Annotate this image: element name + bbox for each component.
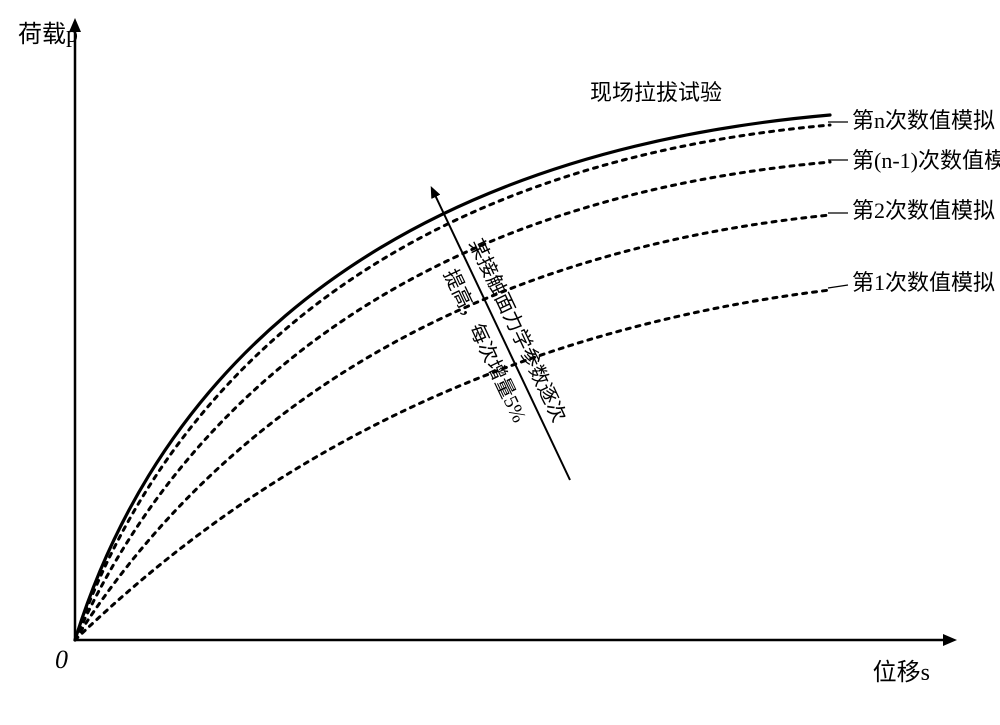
curves-group: [75, 115, 830, 640]
curve-sim-1: [75, 290, 830, 640]
leader-line-3: [828, 285, 848, 288]
leader-lines: [828, 122, 848, 288]
curve-label-sim-n-1: 第(n-1)次数值模拟: [852, 148, 1000, 173]
origin-label: 0: [55, 645, 68, 674]
curve-label-sim-1: 第1次数值模拟: [852, 270, 995, 295]
load-displacement-chart: 0 荷载p 位移s 现场拉拔试验第n次数值模拟第(n-1)次数值模拟第2次数值模…: [0, 0, 1000, 725]
curve-label-field-test: 现场拉拔试验: [590, 80, 722, 105]
curve-label-sim-2: 第2次数值模拟: [852, 198, 995, 223]
curve-sim-n: [75, 125, 830, 640]
x-axis-label: 位移s: [873, 659, 930, 686]
curve-labels: 现场拉拔试验第n次数值模拟第(n-1)次数值模拟第2次数值模拟第1次数值模拟: [590, 80, 1000, 295]
y-axis-label: 荷载p: [18, 21, 78, 48]
increment-arrow-text: 某接触面力学参数逐次提高，每次增量5%: [432, 235, 571, 441]
curve-label-sim-n: 第n次数值模拟: [852, 108, 995, 133]
curve-field-test: [75, 115, 830, 640]
